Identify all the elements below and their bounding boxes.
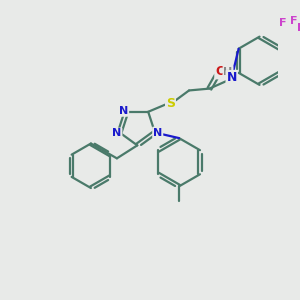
Text: F: F [290, 16, 297, 26]
Text: F: F [278, 18, 286, 28]
Text: N: N [112, 128, 122, 139]
Text: F: F [297, 23, 300, 33]
Text: N: N [119, 106, 128, 116]
Text: H: H [224, 67, 232, 77]
Text: O: O [215, 65, 226, 78]
Text: N: N [153, 128, 162, 137]
Text: S: S [166, 97, 175, 110]
Text: N: N [226, 71, 237, 84]
